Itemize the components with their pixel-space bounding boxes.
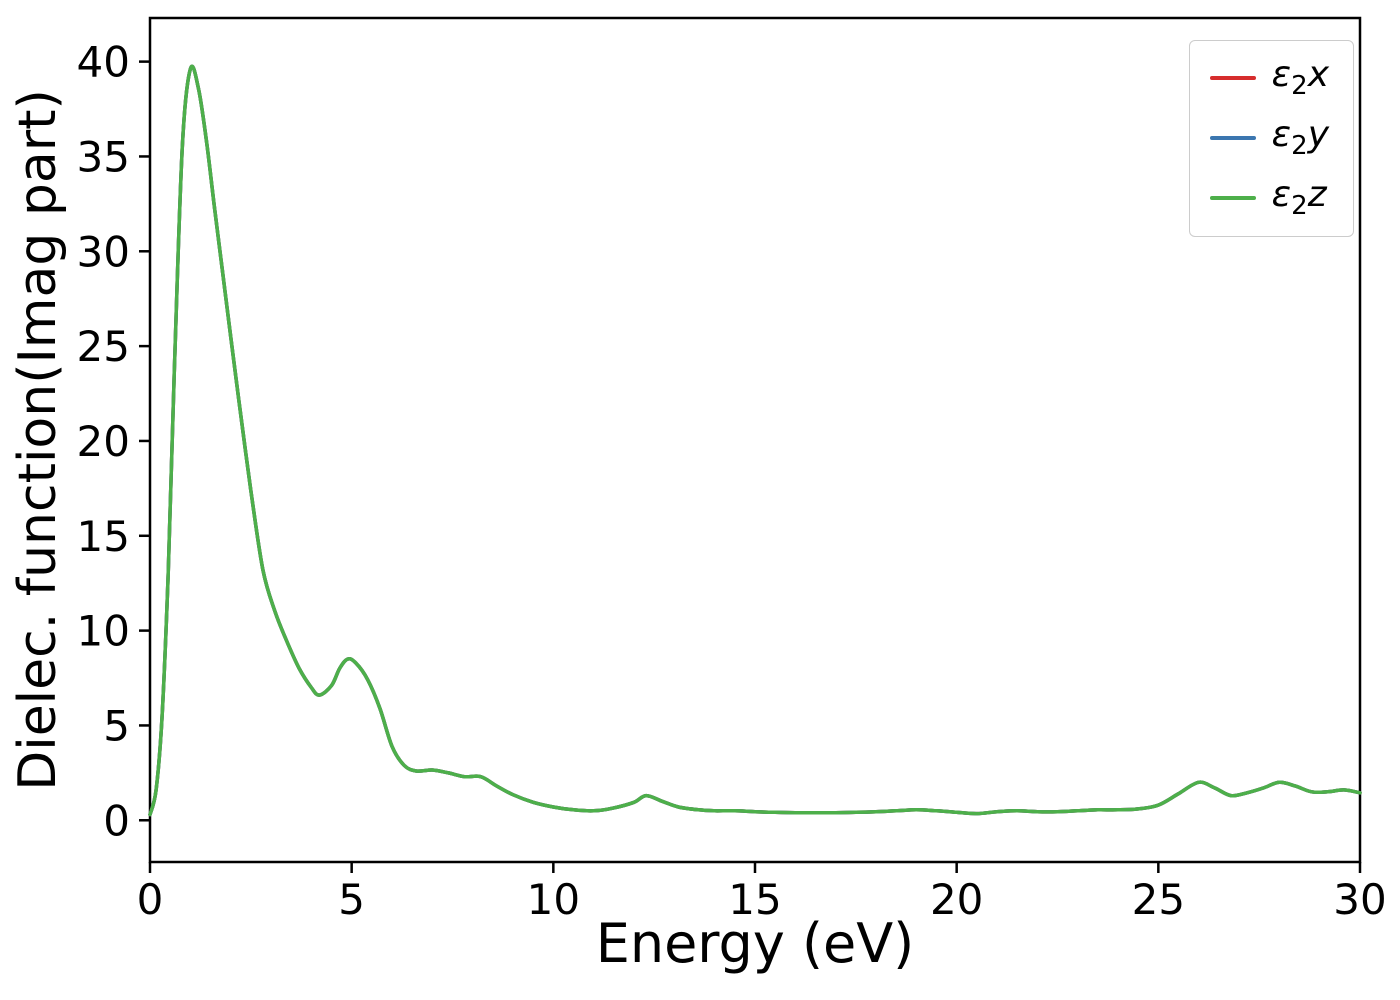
y-tick-label: 25 [77, 322, 130, 371]
series-line-e2y [148, 64, 1362, 817]
legend-item-e2x: ε2x [1209, 54, 1329, 102]
x-tick-label: 5 [338, 875, 365, 924]
x-tick-label: 20 [930, 875, 983, 924]
y-tick-label: 30 [77, 227, 130, 276]
legend-label-e2z: ε2z [1271, 174, 1327, 222]
series-line-e2x [148, 64, 1362, 817]
x-axis-label: Energy (eV) [595, 912, 915, 975]
y-tick-label: 5 [103, 701, 130, 750]
y-axis-label: Dielec. function(Imag part) [8, 89, 68, 791]
legend-label-e2x: ε2x [1271, 54, 1329, 102]
y-tick-label: 35 [77, 132, 130, 181]
x-tick-label: 15 [728, 875, 781, 924]
x-tick-label: 25 [1132, 875, 1185, 924]
legend-item-e2z: ε2z [1209, 174, 1329, 222]
legend-item-e2y: ε2y [1209, 114, 1329, 162]
series-line-e2z [148, 64, 1362, 817]
y-tick-label: 0 [103, 796, 130, 845]
y-tick-label: 15 [77, 512, 130, 561]
y-tick-label: 40 [77, 38, 130, 87]
x-tick-label: 10 [527, 875, 580, 924]
axes-frame [148, 16, 1362, 864]
legend: ε2x ε2y ε2z [1188, 40, 1354, 237]
y-tick-label: 20 [77, 417, 130, 466]
legend-swatch-e2x [1209, 76, 1256, 81]
legend-swatch-e2y [1209, 136, 1256, 141]
y-tick-label: 10 [77, 607, 130, 656]
x-tick-label: 30 [1333, 875, 1386, 924]
legend-label-e2y: ε2y [1271, 114, 1329, 162]
x-tick-label: 0 [137, 875, 164, 924]
legend-swatch-e2z [1209, 196, 1256, 201]
